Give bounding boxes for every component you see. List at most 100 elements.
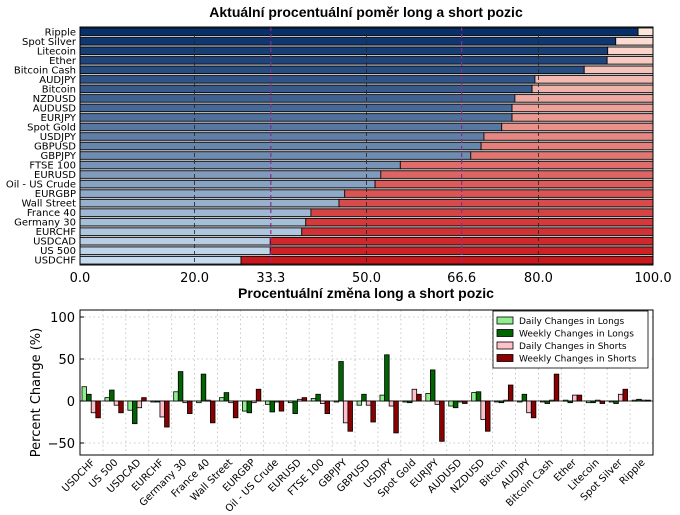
short-bar [399,160,654,170]
x-tick-label: 20.0 [180,271,209,286]
legend-label: Daily Changes in Longs [519,317,624,327]
change-bar [480,400,486,420]
change-bar [342,400,349,424]
change-bar [599,400,606,404]
change-bar [200,373,207,402]
long-bar [79,103,513,113]
change-bar [640,399,647,402]
change-bar [517,400,523,403]
change-bar [645,399,651,402]
long-bar [79,151,472,160]
category-label: GBPUSD [34,142,76,153]
y-axis-label: Percent Change (%) [29,328,44,457]
change-bar [136,400,143,409]
change-bar [631,399,638,402]
change-bar [452,400,459,409]
change-bar [319,400,326,404]
long-bar [79,189,346,198]
short-bar [344,189,654,198]
long-bar [79,198,340,208]
change-bar [562,399,569,402]
change-bar [425,393,431,402]
change-bar [292,400,298,415]
change-bar [530,400,537,419]
legend-swatch [496,341,514,350]
change-bar [132,400,138,425]
change-bar [439,400,445,442]
short-bar [380,170,654,179]
legend-label: Weekly Changes in Longs [519,330,634,340]
change-bar [613,400,619,404]
change-bar [150,400,156,403]
change-bar [388,400,395,407]
change-bar [370,400,376,423]
long-bar [79,246,271,255]
legend-label: Weekly Changes in Shorts [519,355,637,365]
category-label: Ether [49,56,77,67]
long-bar [79,160,401,170]
x-tick-label: 50.0 [352,271,381,286]
short-bar [338,198,654,208]
change-bar [361,393,367,402]
bottom-plot-frame [79,309,654,456]
long-bar [79,65,585,75]
y-tick-label: 50 [58,353,75,368]
change-bar [448,400,454,407]
long-bar [79,94,516,103]
change-bar [576,394,583,402]
change-bar [223,392,230,402]
long-bar [79,122,503,132]
category-label: Litecoin [37,46,76,57]
change-bar [457,400,463,403]
change-bar [347,400,353,432]
change-bar [521,393,528,402]
category-label: Spot Silver [22,37,77,48]
change-bar [379,394,385,402]
change-bar [187,400,193,415]
top-plot-frame [79,26,654,266]
long-bar [79,75,536,84]
short-bar [480,141,654,151]
category-label: Bitcoin [42,84,76,95]
change-bar [384,354,390,402]
change-bar [608,400,615,403]
change-bar [118,400,124,414]
change-bar [251,400,257,404]
change-bar [471,392,477,402]
change-bar [228,400,234,404]
short-bar [511,103,654,113]
change-bar [411,388,418,402]
change-bar [90,400,97,414]
change-bar [590,400,596,404]
legend-box [492,310,649,369]
change-bar [434,400,440,405]
change-bar [196,400,202,404]
short-bar [607,46,654,55]
change-bar [494,400,500,403]
legend-swatch [496,329,514,337]
change-bar [544,400,550,404]
change-bar [622,388,628,402]
long-bar [79,179,376,189]
change-bar [416,393,422,402]
change-bar [301,397,308,402]
short-bar [514,94,654,103]
change-bar [572,394,578,402]
change-bar [81,386,87,402]
change-bar [475,391,482,402]
change-bar [540,400,546,403]
long-bar [79,132,485,141]
short-bar [374,179,654,189]
category-label: EURUSD [34,170,76,181]
change-bar [127,400,133,411]
short-bar [637,27,654,36]
change-bar [177,371,184,402]
category-label: Germany 30 [14,218,76,229]
change-bar [95,400,101,419]
change-bar [636,398,642,402]
short-bar [301,227,654,236]
change-bar [338,361,344,402]
change-bar [549,399,555,402]
change-bar [429,369,436,402]
